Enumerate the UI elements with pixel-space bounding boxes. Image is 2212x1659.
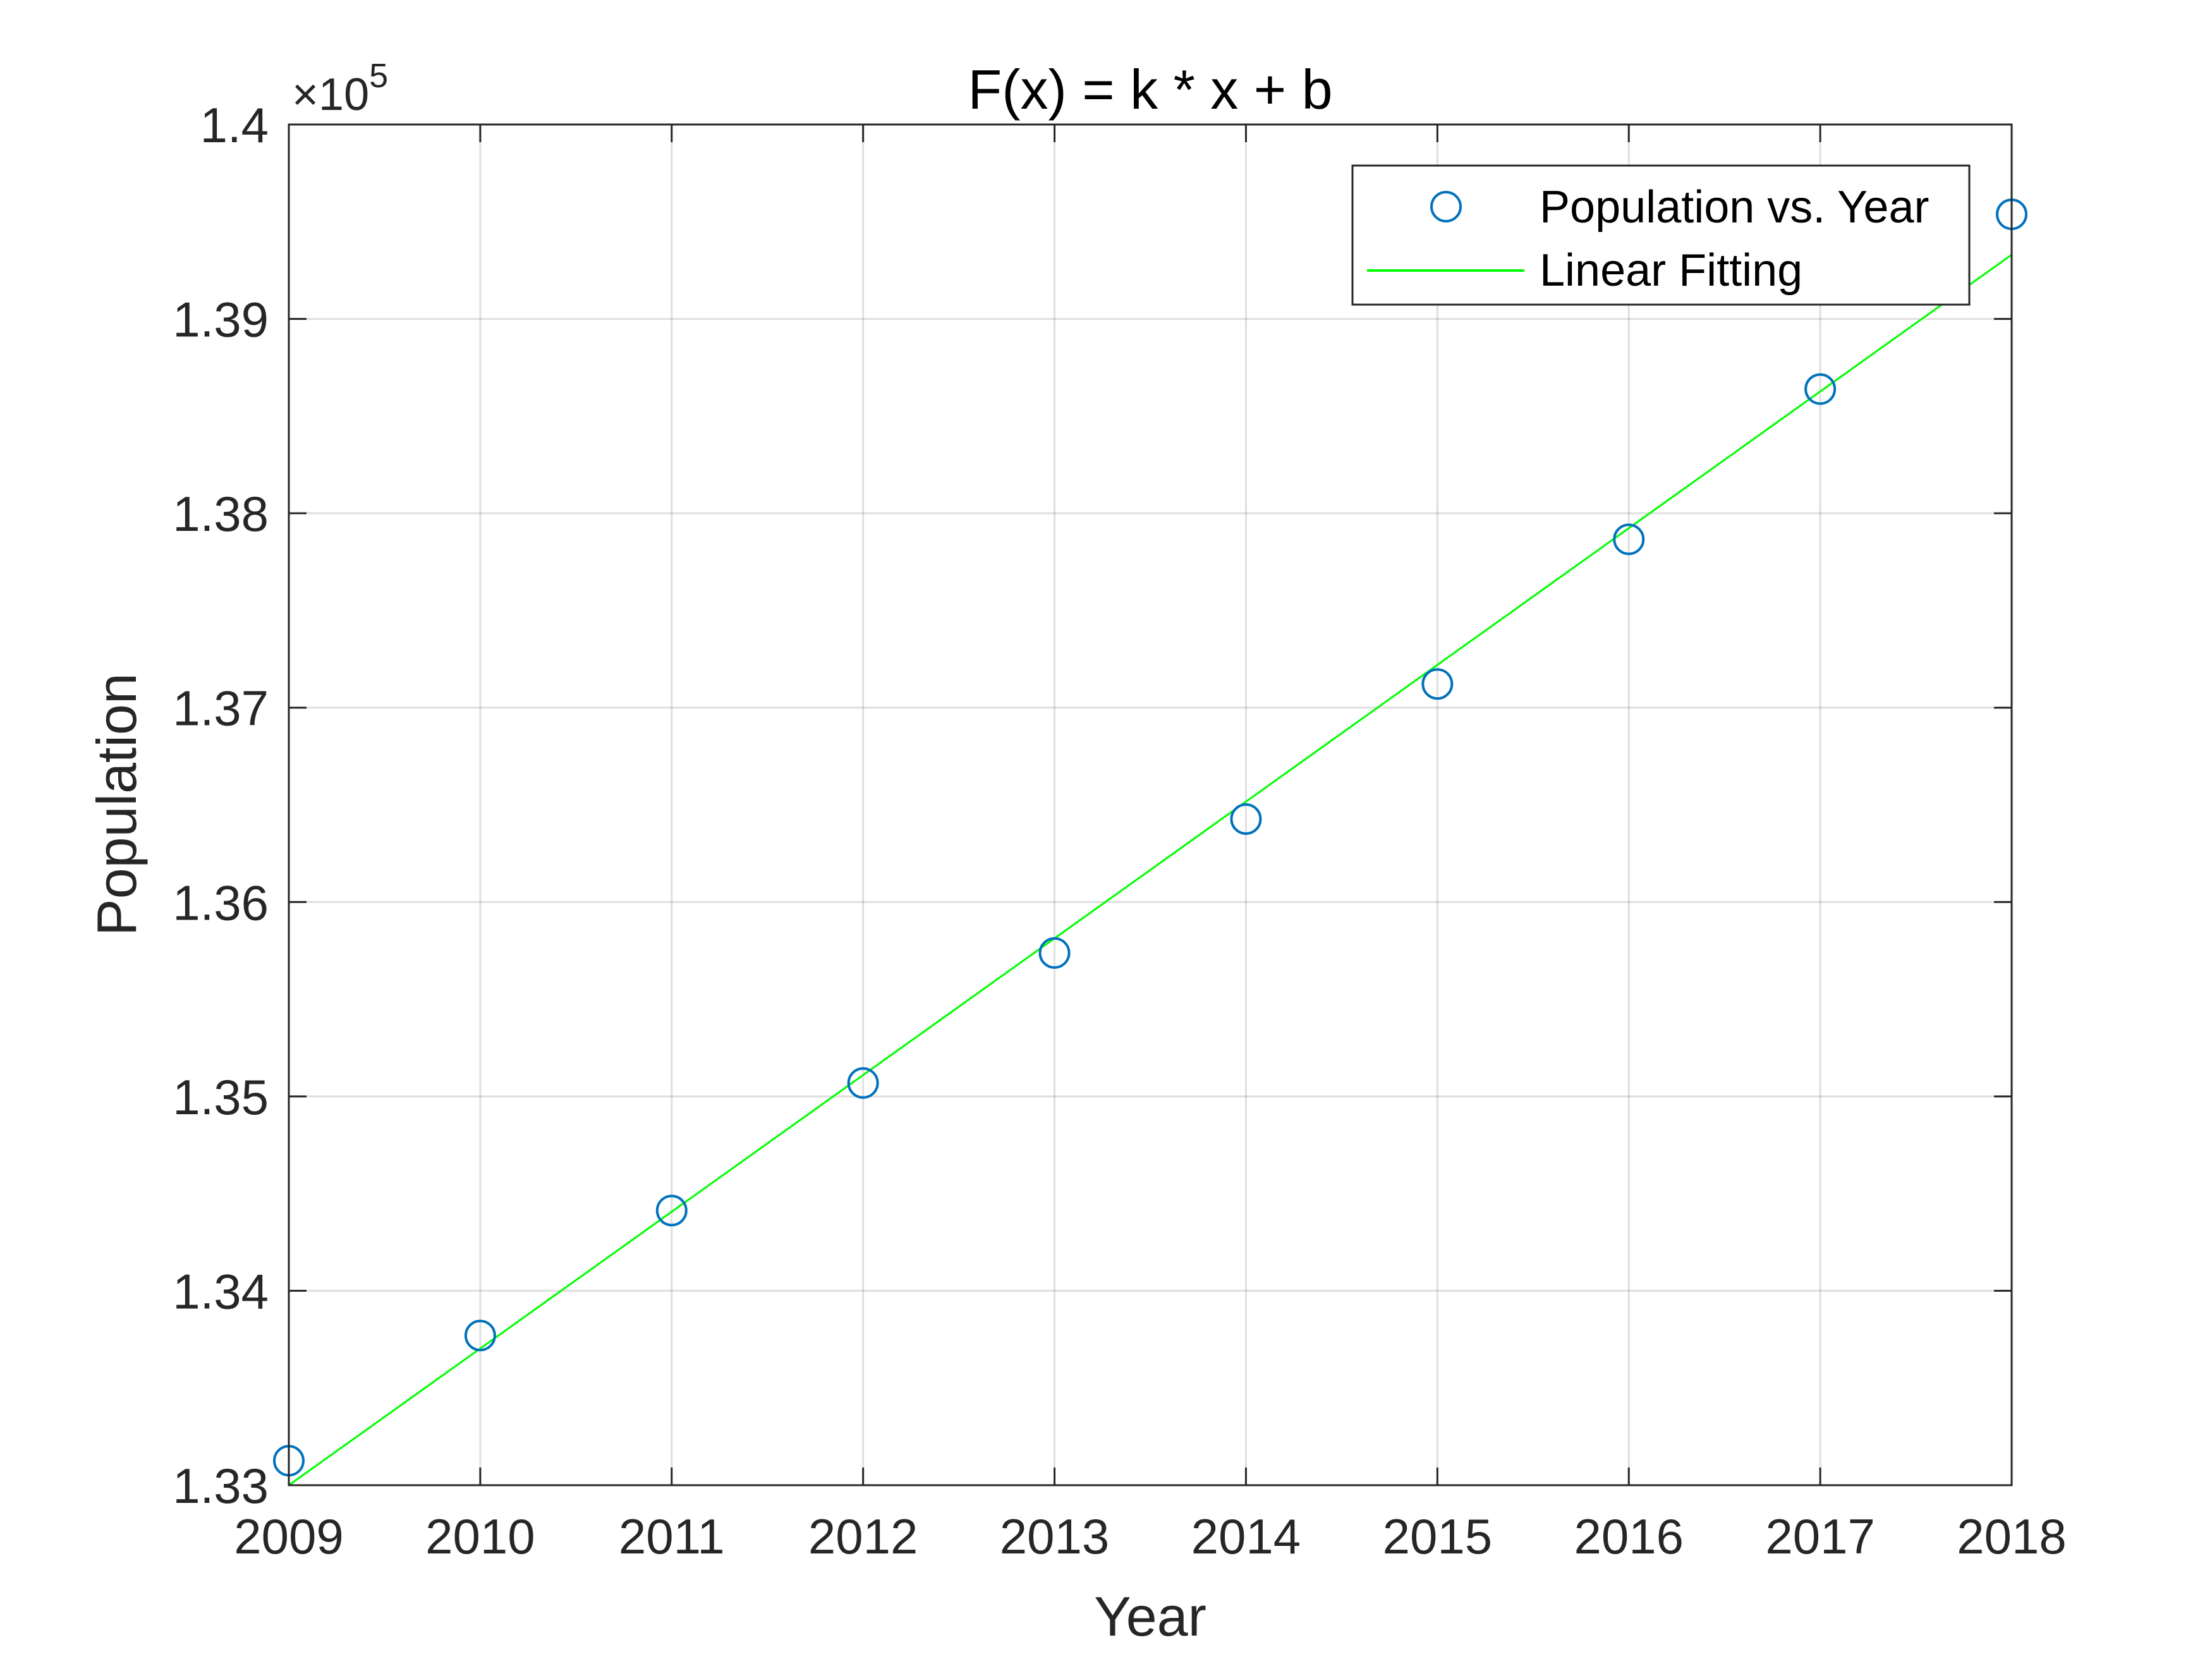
y-tick-labels: 1.33 1.34 1.35 1.36 1.37 1.38 1.39 1.4 (173, 97, 269, 1514)
x-tick-label: 2016 (1574, 1509, 1684, 1564)
y-exponent-label: ×105 (292, 57, 388, 120)
x-tick-label: 2018 (1957, 1509, 2067, 1564)
x-tick-label: 2010 (425, 1509, 535, 1564)
data-point (1613, 523, 1645, 556)
fit-line (288, 253, 2012, 1486)
plot-area (289, 125, 2012, 1485)
legend-label-population: Population vs. Year (1540, 182, 1929, 233)
data-point (1230, 803, 1262, 835)
x-tick-labels: 2009 2010 2011 2012 2013 2014 2015 2016 2017 2018 (234, 1509, 2067, 1564)
y-tick-label: 1.33 (173, 1458, 269, 1514)
y-tick-label: 1.37 (173, 681, 269, 736)
x-tick-label: 2017 (1765, 1509, 1875, 1564)
data-point (1804, 373, 1837, 405)
x-tick-label: 2012 (808, 1509, 918, 1564)
y-tick-label: 1.35 (173, 1069, 269, 1125)
y-tick-label: 1.4 (200, 97, 269, 153)
y-exponent-base: ×10 (292, 70, 369, 120)
x-tick-label: 2014 (1191, 1509, 1301, 1564)
x-axis-label: Year (1094, 1585, 1206, 1648)
x-tick-label: 2011 (619, 1509, 725, 1564)
chart-title: F(x) = k * x + b (968, 58, 1332, 121)
y-exponent-power: 5 (369, 57, 388, 95)
x-tick-label: 2009 (234, 1509, 344, 1564)
fit-line-layer (288, 253, 2012, 1486)
x-tick-label: 2015 (1383, 1509, 1493, 1564)
y-axis-label: Population (85, 673, 148, 936)
data-point (847, 1067, 879, 1099)
y-tick-label: 1.38 (173, 486, 269, 542)
axes-box (288, 123, 2013, 1486)
data-point (1038, 937, 1071, 969)
data-point (1421, 668, 1454, 700)
y-tick-label: 1.39 (173, 292, 269, 348)
legend: Population vs. Year Linear Fitting (1351, 164, 1971, 306)
data-point (655, 1194, 688, 1227)
data-point (464, 1320, 496, 1352)
legend-box (1351, 164, 1971, 306)
y-tick-label: 1.36 (173, 875, 269, 930)
legend-marker-population-icon (1430, 191, 1462, 222)
x-tick-label: 2013 (1000, 1509, 1110, 1564)
y-tick-label: 1.34 (173, 1263, 269, 1319)
legend-label-fit: Linear Fitting (1540, 245, 1802, 296)
